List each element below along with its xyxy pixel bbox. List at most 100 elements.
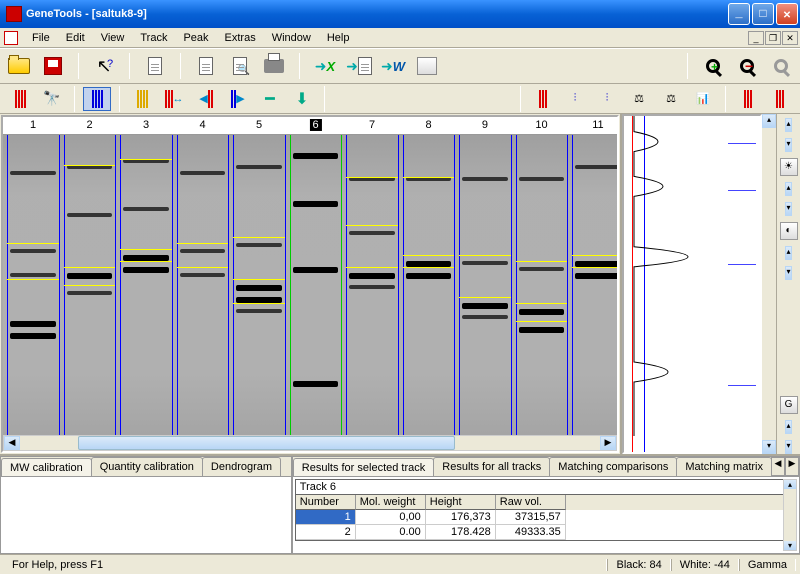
side-up-button[interactable]: ▴ <box>785 118 791 132</box>
copy-page-button[interactable] <box>193 53 219 79</box>
ruler-label-4[interactable]: 4 <box>199 119 205 131</box>
tab-scroll-right[interactable]: ▶ <box>785 457 799 476</box>
gel-band <box>462 315 507 319</box>
ruler-label-8[interactable]: 8 <box>425 119 431 131</box>
zoom-out-button[interactable] <box>734 53 760 79</box>
profile-2-button[interactable]: ⫶ <box>593 87 621 111</box>
lanes-red2-button[interactable] <box>734 87 762 111</box>
left-tab-0[interactable]: MW calibration <box>1 458 92 477</box>
brightness-button[interactable]: ☀ <box>780 158 798 176</box>
profile-1-button[interactable]: ⫶ <box>561 87 589 111</box>
ruler-label-1[interactable]: 1 <box>30 119 36 131</box>
menu-track[interactable]: Track <box>132 30 175 46</box>
menu-file[interactable]: File <box>24 30 58 46</box>
side-up4-button[interactable]: ▴ <box>785 420 791 434</box>
baseline-button[interactable]: ━ <box>256 87 284 111</box>
menu-view[interactable]: View <box>93 30 133 46</box>
menu-extras[interactable]: Extras <box>217 30 264 46</box>
scroll-down-button[interactable]: ▾ <box>762 440 776 454</box>
ruler-label-2[interactable]: 2 <box>87 119 93 131</box>
balance-1-button[interactable]: ⚖ <box>625 87 653 111</box>
right-tab-3[interactable]: Matching matrix <box>676 457 772 476</box>
mdi-minimize-button[interactable]: _ <box>748 31 764 45</box>
gel-marker <box>516 261 568 262</box>
side-down-button[interactable]: ▾ <box>785 138 791 152</box>
preview-button[interactable]: 🔍 <box>227 53 253 79</box>
gel-hscroll[interactable]: ◀ ▶ <box>3 435 617 451</box>
right-tab-0[interactable]: Results for selected track <box>293 458 435 477</box>
lanes-red3-button[interactable] <box>766 87 794 111</box>
ruler-label-3[interactable]: 3 <box>143 119 149 131</box>
tab-scroll: ◀ ▶ <box>771 457 799 476</box>
zoom-in-button[interactable] <box>700 53 726 79</box>
chart-button[interactable]: 📊 <box>689 87 717 111</box>
baseline-down-button[interactable]: ⬇ <box>288 87 316 111</box>
tools-button[interactable] <box>414 53 440 79</box>
ruler-label-5[interactable]: 5 <box>256 119 262 131</box>
right-tab-2[interactable]: Matching comparisons <box>549 457 677 476</box>
table-row[interactable]: 20.00178.42849333.35 <box>296 525 796 540</box>
col-height[interactable]: Height <box>426 495 496 510</box>
pointer-help-button[interactable]: ↖? <box>91 53 117 79</box>
scroll-right-button[interactable]: ▶ <box>600 436 616 450</box>
side-down2-button[interactable]: ▾ <box>785 202 791 216</box>
export-excel-button[interactable]: ➜X <box>312 53 338 79</box>
ruler-label-10[interactable]: 10 <box>535 119 547 131</box>
maximize-button[interactable]: □ <box>752 3 774 25</box>
balance-2-button[interactable]: ⚖ <box>657 87 685 111</box>
table-row[interactable]: 10,00176,37337315,57 <box>296 510 796 525</box>
mdi-close-button[interactable]: ✕ <box>782 31 798 45</box>
gel-marker <box>120 261 172 262</box>
minimize-button[interactable]: _ <box>728 3 750 25</box>
scroll-thumb[interactable] <box>78 436 455 450</box>
contrast-button[interactable]: ◐ <box>780 222 798 240</box>
menu-edit[interactable]: Edit <box>58 30 93 46</box>
menu-help[interactable]: Help <box>319 30 358 46</box>
side-up2-button[interactable]: ▴ <box>785 182 791 196</box>
mdi-restore-button[interactable]: ❐ <box>765 31 781 45</box>
gel-band <box>10 273 55 277</box>
gel-image[interactable] <box>3 135 617 435</box>
profile-chart[interactable] <box>622 114 762 454</box>
status-white: White: -44 <box>671 559 739 571</box>
tab-scroll-left[interactable]: ◀ <box>771 457 785 476</box>
col-number[interactable]: Number <box>296 495 356 510</box>
ruler-label-9[interactable]: 9 <box>482 119 488 131</box>
ruler-label-11[interactable]: 11 <box>592 119 603 131</box>
close-button[interactable]: ✕ <box>776 3 798 25</box>
left-tab-1[interactable]: Quantity calibration <box>91 457 203 476</box>
side-down4-button[interactable]: ▾ <box>785 440 791 454</box>
grid-vscroll[interactable] <box>783 479 797 551</box>
open-button[interactable] <box>6 53 32 79</box>
left-tab-2[interactable]: Dendrogram <box>202 457 281 476</box>
menu-peak[interactable]: Peak <box>175 30 216 46</box>
menu-window[interactable]: Window <box>264 30 319 46</box>
save-button[interactable] <box>40 53 66 79</box>
export-page-button[interactable]: ➜ <box>346 53 372 79</box>
lane-line <box>59 135 60 435</box>
find-button[interactable]: 🔭 <box>38 87 66 111</box>
ruler-label-7[interactable]: 7 <box>369 119 375 131</box>
export-word-button[interactable]: ➜W <box>380 53 406 79</box>
lanes-shift-left-button[interactable]: ◀ <box>192 87 220 111</box>
right-tabs: Results for selected trackResults for al… <box>293 457 799 477</box>
lanes-shift-right-button[interactable]: ▶ <box>224 87 252 111</box>
lanes-yellow-button[interactable] <box>128 87 156 111</box>
lanes-blue-button[interactable] <box>83 87 111 111</box>
scroll-left-button[interactable]: ◀ <box>4 436 20 450</box>
new-page-button[interactable] <box>142 53 168 79</box>
col-raw-vol[interactable]: Raw vol. <box>496 495 566 510</box>
match-red-button[interactable] <box>529 87 557 111</box>
scroll-track[interactable] <box>20 436 600 450</box>
right-tab-1[interactable]: Results for all tracks <box>433 457 550 476</box>
print-button[interactable] <box>261 53 287 79</box>
ruler-label-6[interactable]: 6 <box>309 119 321 131</box>
gamma-button[interactable]: G <box>780 396 798 414</box>
lanes-adjust-button[interactable]: ↔ <box>160 87 188 111</box>
col-mol-weight[interactable]: Mol. weight <box>356 495 426 510</box>
side-up3-button[interactable]: ▴ <box>785 246 791 260</box>
zoom-reset-button[interactable] <box>768 53 794 79</box>
gel-band <box>293 153 338 159</box>
side-down3-button[interactable]: ▾ <box>785 266 791 280</box>
lanes-red-button[interactable] <box>6 87 34 111</box>
